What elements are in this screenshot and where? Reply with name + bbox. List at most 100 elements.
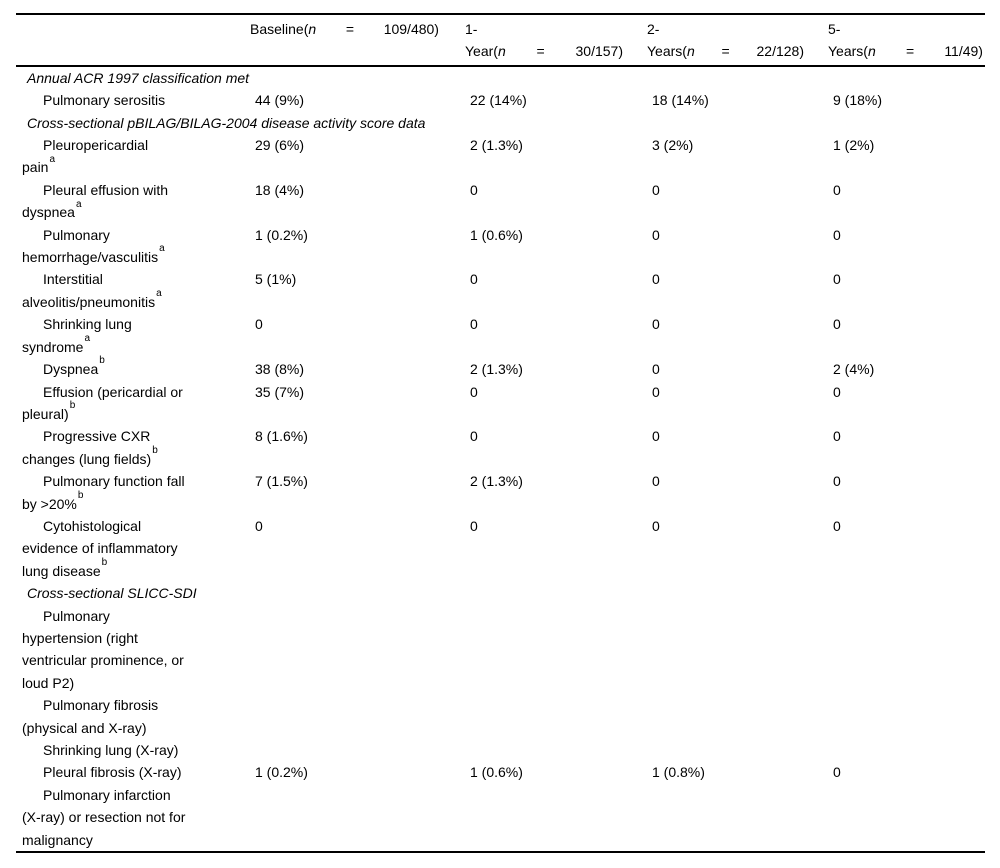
cell-value: 22 (14%) [470,92,527,109]
row-label-text: dyspnea [22,204,75,221]
n-symbol: n [308,21,317,37]
row-label: Cytohistological evidence of inflammatory… [16,515,250,582]
cell-value: 1 (0.6%) [470,764,523,781]
column-header-prefix: 5- [828,21,841,37]
column-header-name: Years(n [828,40,876,62]
table-row: Shrinking lung (X-ray) [16,739,985,761]
cell-value: 0 [652,271,660,288]
row-label-text: Shrinking lung (X-ray) [43,742,179,758]
cell-value: 0 [833,428,841,445]
footnote-marker: a [84,333,91,345]
cell-value: 18 (14%) [652,92,709,109]
cell-value: 5 (1%) [255,271,297,288]
cell-value: 0 [652,473,660,490]
cell-value: 0 [652,316,660,333]
row-label: Pulmonary hypertension (right ventricular … [16,605,250,695]
column-header-n-line: Years(n = 22/128) [647,40,828,62]
section-row: Annual ACR 1997 classification met [16,66,985,89]
cell-value: 0 [833,181,841,198]
row-label-line: hypertension (right [16,627,250,649]
cell-value: 7 (1.5%) [255,473,308,490]
cell-value [647,694,828,739]
row-label-text: Cytohistological [43,517,142,534]
row-label: Pleural fibrosis (X-ray) [16,761,250,783]
cell-value: 35 (7%) [255,383,305,400]
section-row: Cross-sectional SLICC-SDI [16,582,985,604]
row-label-text: by >20% [22,495,77,512]
row-label-text: changes (lung fields) [22,450,152,467]
equals-sign: = [536,43,545,60]
column-header-name-text: Years( [828,43,868,60]
row-label-line: Pleuropericardial [16,134,250,156]
column-header-name-text: Year( [465,43,498,60]
row-label-text: Pleuropericardial [43,137,149,154]
cell-value: 38 (8%) [255,361,305,378]
table-row: Dyspneab 38 (8%) 2 (1.3%) 0 2 (4%) [16,356,985,380]
cell-value: 0 [255,316,263,333]
n-symbol: n [867,43,876,60]
row-label: Progressive CXR changes (lung fields)b [16,425,250,470]
footnote-marker: a [49,153,56,165]
row-label-text: Progressive CXR [43,428,151,445]
section-row: Cross-sectional pBILAG/BILAG-2004 diseas… [16,112,985,134]
table-body: Annual ACR 1997 classification met Pulmon… [16,66,985,852]
cell-value: 1 (0.8%) [652,764,705,781]
column-header-prefix: 1- [465,21,478,37]
table-header-row: Baseline(n = 109/480) 1- Year(n = 30/157) 2- Yea… [16,14,985,66]
row-label-line: Effusion (pericardial or [16,381,250,403]
cell-value: 0 [652,383,660,400]
column-header: Baseline(n = 109/480) [250,14,465,66]
cell-value [465,784,647,852]
column-header-prefix: 2- [647,21,660,37]
row-label-line: Pulmonary [16,224,250,246]
row-label-line: Pulmonary function fall [16,470,250,492]
row-label-line: (physical and X-ray) [16,717,250,739]
table-row: Pleuropericardial paina 29 (6%) 2 (1.3%) 3 (… [16,134,985,179]
row-label-text: Pulmonary [43,607,110,624]
cell-value: 0 [652,226,660,243]
section-header-cell: Annual ACR 1997 classification met [16,66,985,89]
row-label-text: (X-ray) or resection not for [22,809,186,826]
row-label: Pulmonary fibrosis (physical and X-ray) [16,694,250,739]
cell-value: 0 [470,517,478,534]
column-header-name: Year(n [465,40,506,62]
row-label: Pulmonary infarction (X-ray) or resection… [16,784,250,852]
equals-sign: = [905,43,915,60]
cell-value: 0 [470,428,478,445]
row-label-line: Pleural fibrosis (X-ray) [16,761,250,783]
cell-value: 0 [833,517,841,534]
cell-value: 0 [470,181,478,198]
cell-value [250,605,465,695]
cell-value [250,694,465,739]
row-label-text: (physical and X-ray) [22,719,147,736]
cell-value: 1 (0.2%) [255,226,308,243]
row-label-text: pleural) [22,405,69,422]
row-label-text: lung disease [22,562,101,579]
row-label-text: Pulmonary serositis [43,92,166,109]
column-header-name-text: Years( [647,43,687,60]
cell-value [465,605,647,695]
cell-value [250,739,465,761]
row-label-text: pain [22,159,49,176]
row-label-line: loud P2) [16,672,250,694]
footnote-marker: a [75,198,82,210]
column-header-n-line: Years(n = 11/49) [828,40,985,62]
row-label: Pleural effusion with dyspneaa [16,179,250,224]
section-header-cell: Cross-sectional pBILAG/BILAG-2004 diseas… [16,112,985,134]
column-header-top-line: 1- [465,18,647,40]
table-header: Baseline(n = 109/480) 1- Year(n = 30/157) 2- Yea… [16,14,985,66]
table-row: Pulmonary fibrosis (physical and X-ray) [16,694,985,739]
row-label-line: changes (lung fields)b [16,446,250,470]
row-label-text: ventricular prominence, or [22,652,184,669]
cell-value: 0 [652,517,660,534]
cell-value: 0 [833,383,841,400]
cell-value: 2 (1.3%) [470,473,523,490]
row-label: Shrinking lung (X-ray) [16,739,250,761]
row-label-text: Interstitial [43,271,103,288]
row-label-line: alveolitis/pneumonitisa [16,289,250,313]
cell-value: 2 (1.3%) [470,361,523,378]
row-label-line: evidence of inflammatory [16,537,250,559]
cell-value [647,784,828,852]
row-label-line: ventricular prominence, or [16,649,250,671]
